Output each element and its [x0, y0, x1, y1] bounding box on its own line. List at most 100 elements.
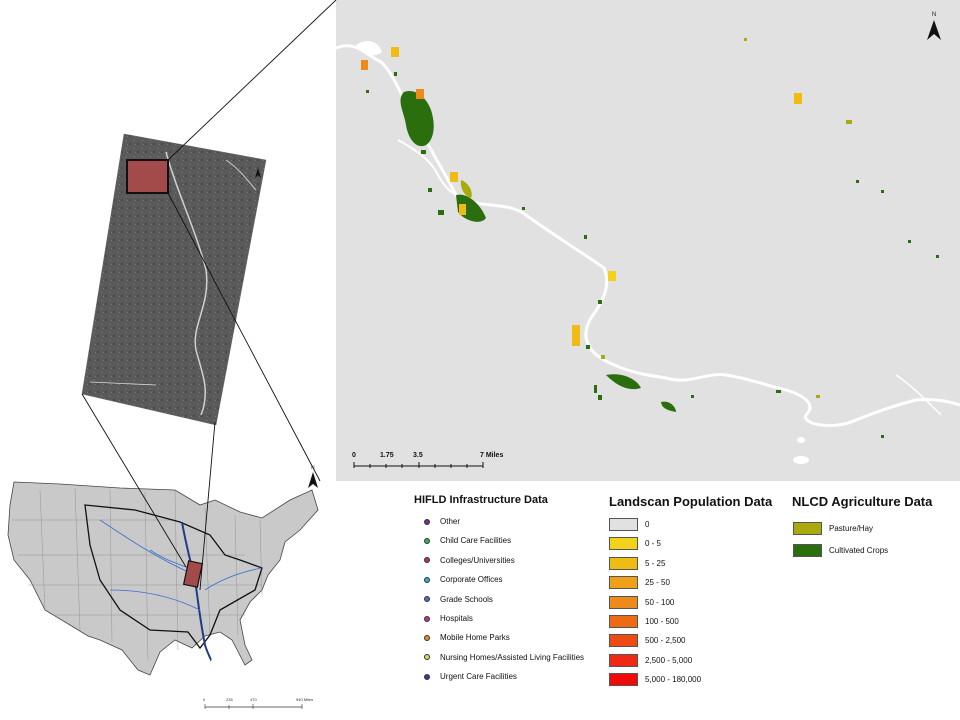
legend-swatch: [793, 544, 822, 557]
legend-swatch: [609, 518, 638, 531]
landscan-legend-item: 50 - 100: [609, 595, 674, 609]
us-scale-tick: 470: [250, 697, 257, 702]
landscan-legend-title: Landscan Population Data: [609, 494, 773, 509]
legend-item-label: Urgent Care Facilities: [440, 672, 517, 682]
landscan-legend-item: 25 - 50: [609, 576, 670, 590]
detail-scale-bar: 0 1.75 3.5 7 Miles: [350, 452, 530, 480]
legend-item-label: 0: [645, 520, 650, 529]
landscan-legend-item: 5 - 25: [609, 556, 666, 570]
legend-item-label: Corporate Offices: [440, 575, 503, 585]
conus-outline: [7, 481, 319, 676]
pasture-patches: [460, 38, 852, 398]
hifld-legend-item: Other: [424, 517, 460, 526]
legend-item-label: Grade Schools: [440, 594, 493, 604]
hifld-legend-item: Corporate Offices: [424, 575, 503, 584]
legend-item-label: Colleges/Universities: [440, 555, 515, 565]
satellite-scene[interactable]: [76, 130, 276, 430]
scale-bar-graphic: [353, 462, 484, 468]
legend-swatch: [609, 615, 638, 628]
legend-item-label: Child Care Facilities: [440, 536, 512, 546]
population-cells: [361, 47, 802, 346]
north-arrow-icon: [927, 20, 941, 40]
lake: [797, 437, 805, 443]
crop-patch: [394, 72, 397, 76]
population-cell: [459, 204, 466, 215]
tributary: [895, 374, 942, 416]
legend-dot-icon: [424, 537, 430, 544]
landscan-legend-item: 0 - 5: [609, 537, 661, 551]
legend-item-label: Other: [440, 517, 461, 526]
legend-swatch: [793, 522, 822, 535]
landscan-legend-item: 500 - 2,500: [609, 634, 685, 648]
crop-patch: [428, 188, 432, 192]
legend-item-label: Pasture/Hay: [829, 524, 874, 533]
legend-item-label: Mobile Home Parks: [440, 633, 510, 643]
scale-tick-label: 1.75: [380, 452, 394, 459]
lake: [356, 40, 382, 56]
nlcd-legend-title: NLCD Agriculture Data: [792, 494, 933, 509]
legend-item-label: Hospitals: [440, 614, 473, 623]
detail-map[interactable]: N 0 1.75 3.5 7 Miles: [336, 0, 960, 481]
landscan-legend-item: 2,500 - 5,000: [609, 653, 692, 667]
hifld-legend-item: Colleges/Universities: [424, 556, 515, 565]
crop-patch: [456, 194, 486, 222]
crop-patch: [881, 190, 884, 193]
legend-item-label: 100 - 500: [645, 617, 679, 626]
legend-dot-icon: [424, 654, 430, 661]
detail-map-canvas: [336, 38, 960, 464]
legend-item-label: 5,000 - 180,000: [645, 675, 702, 685]
legend-item-label: Nursing Homes/Assisted Living Facilities: [440, 652, 585, 662]
legend-item-label: Cultivated Crops: [829, 546, 889, 555]
crop-patch: [856, 180, 859, 183]
crop-patch: [606, 374, 641, 390]
landscan-legend-item: 100 - 500: [609, 615, 679, 628]
population-cell: [572, 325, 580, 346]
population-cell: [794, 93, 802, 104]
pasture-patch: [601, 355, 605, 359]
pasture-patch: [846, 120, 852, 124]
us-scale-bar: 0 235 470 940 Miles: [203, 697, 313, 709]
hifld-legend-item: Grade Schools: [424, 595, 493, 604]
us-north-arrow-icon: [308, 472, 318, 488]
legend-item-label: 5 - 25: [645, 558, 666, 568]
nlcd-legend-item: Cultivated Crops: [793, 544, 888, 557]
crop-patch: [936, 255, 939, 258]
legend-dot-icon: [424, 518, 430, 525]
crop-patch: [366, 90, 369, 93]
scale-tick-label: 0: [352, 452, 356, 459]
hifld-legend: HIFLD Infrastructure Data Other Child Car…: [404, 494, 604, 694]
landscan-legend-item: 5,000 - 180,000: [609, 673, 702, 687]
scale-tick-label: 7 Miles: [480, 452, 504, 459]
crop-patch: [586, 345, 590, 349]
satellite-north-arrow-icon: [255, 168, 261, 178]
legend-dot-icon: [424, 615, 430, 622]
crop-patches: [366, 72, 939, 438]
crop-patch: [522, 207, 525, 210]
hifld-legend-item: Child Care Facilities: [424, 536, 511, 545]
legend-dot-icon: [424, 673, 430, 680]
hifld-legend-item: Urgent Care Facilities: [424, 672, 517, 681]
scale-tick-label: 3.5: [413, 452, 423, 459]
nlcd-legend-item: Pasture/Hay: [793, 522, 873, 535]
crop-patch: [881, 435, 884, 438]
crop-patch: [691, 395, 694, 398]
pasture-patch: [460, 180, 472, 198]
crop-patch: [438, 210, 444, 215]
satellite-scale-bar: [89, 381, 157, 386]
landscan-legend: Landscan Population Data 0 0 - 5 5 - 25 25 …: [600, 494, 790, 694]
hifld-legend-item: Hospitals: [424, 614, 473, 623]
us-overview-map[interactable]: N 0 235 470 940 Miles: [0, 460, 336, 720]
population-cell: [361, 60, 368, 70]
crop-patch: [400, 90, 434, 147]
crop-patch: [421, 150, 426, 154]
legend-item-label: 25 - 50: [645, 578, 670, 588]
detail-north-arrow: N: [926, 12, 942, 46]
legend-swatch: [609, 634, 638, 648]
us-scale-tick: 0: [203, 697, 206, 702]
legend-swatch: [609, 673, 638, 687]
mississippi-river: [181, 521, 212, 661]
hifld-legend-item: Mobile Home Parks: [424, 633, 510, 642]
population-cell: [608, 271, 616, 281]
lake: [793, 456, 809, 464]
detail-extent-box: [126, 159, 169, 194]
